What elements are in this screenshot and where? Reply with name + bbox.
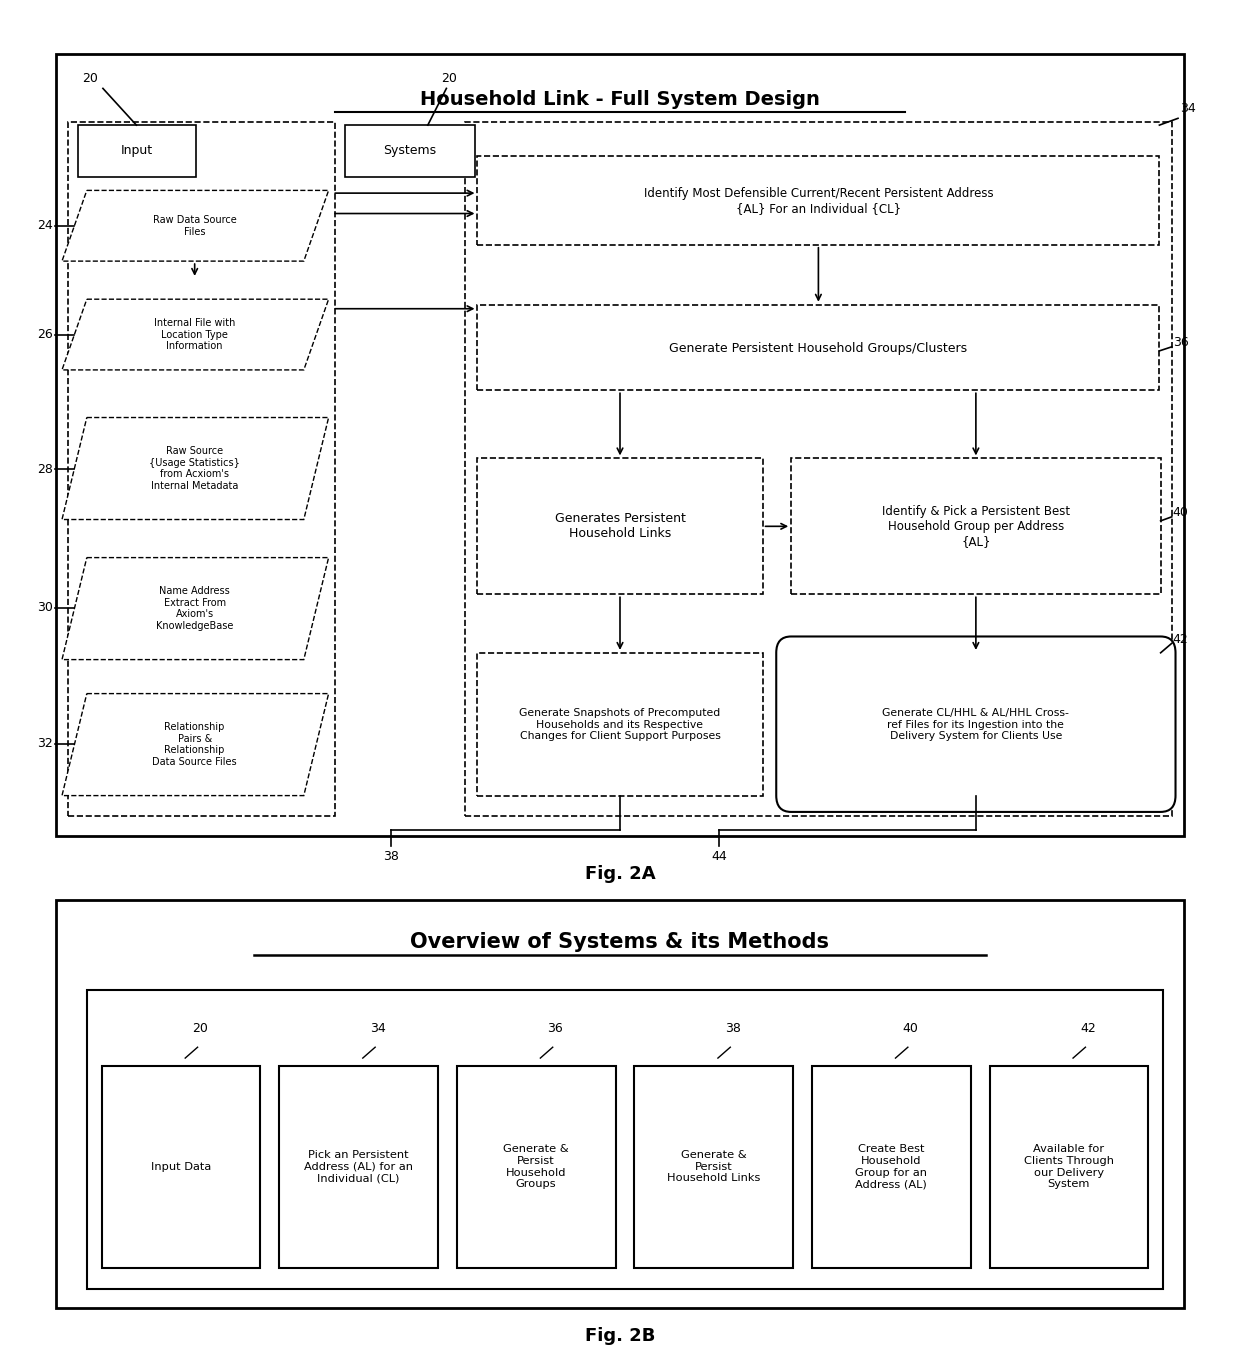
Text: 36: 36 xyxy=(1173,336,1188,350)
Text: Create Best
Household
Group for an
Address (AL): Create Best Household Group for an Addre… xyxy=(856,1145,928,1189)
FancyBboxPatch shape xyxy=(56,900,1184,1308)
Text: Fig. 2A: Fig. 2A xyxy=(585,865,655,884)
Text: 34: 34 xyxy=(370,1021,386,1035)
FancyBboxPatch shape xyxy=(635,1066,794,1268)
Text: Household Link - Full System Design: Household Link - Full System Design xyxy=(420,90,820,109)
Text: Identify & Pick a Persistent Best
Household Group per Address
{AL}: Identify & Pick a Persistent Best Househ… xyxy=(882,505,1070,548)
Text: 30: 30 xyxy=(37,601,52,615)
Text: 32: 32 xyxy=(37,737,52,751)
Text: Relationship
Pairs &
Relationship
Data Source Files: Relationship Pairs & Relationship Data S… xyxy=(153,722,237,767)
FancyBboxPatch shape xyxy=(477,458,763,594)
FancyBboxPatch shape xyxy=(465,122,1172,816)
Text: 20: 20 xyxy=(83,72,98,86)
Polygon shape xyxy=(62,558,329,660)
Text: Generate &
Persist
Household
Groups: Generate & Persist Household Groups xyxy=(503,1145,569,1189)
Text: 40: 40 xyxy=(903,1021,919,1035)
FancyBboxPatch shape xyxy=(477,305,1159,390)
FancyBboxPatch shape xyxy=(78,125,196,177)
Text: Pick an Persistent
Address (AL) for an
Individual (CL): Pick an Persistent Address (AL) for an I… xyxy=(304,1151,413,1183)
FancyBboxPatch shape xyxy=(345,125,475,177)
Text: Name Address
Extract From
Axiom's
KnowledgeBase: Name Address Extract From Axiom's Knowle… xyxy=(156,586,233,631)
Text: 42: 42 xyxy=(1080,1021,1096,1035)
Text: Raw Source
{Usage Statistics}
from Acxiom's
Internal Metadata: Raw Source {Usage Statistics} from Acxio… xyxy=(149,446,241,491)
FancyBboxPatch shape xyxy=(477,156,1159,245)
Text: Identify Most Defensible Current/Recent Persistent Address
{AL} For an Individua: Identify Most Defensible Current/Recent … xyxy=(644,188,993,215)
Text: Systems: Systems xyxy=(383,144,435,158)
Text: Generates Persistent
Household Links: Generates Persistent Household Links xyxy=(554,513,686,540)
FancyBboxPatch shape xyxy=(102,1066,260,1268)
Text: Fig. 2B: Fig. 2B xyxy=(585,1326,655,1345)
Polygon shape xyxy=(62,694,329,796)
Text: 44: 44 xyxy=(712,850,727,864)
Text: 34: 34 xyxy=(1180,102,1195,116)
Text: 20: 20 xyxy=(192,1021,208,1035)
FancyBboxPatch shape xyxy=(791,458,1161,594)
Text: 38: 38 xyxy=(725,1021,740,1035)
FancyBboxPatch shape xyxy=(56,54,1184,836)
FancyBboxPatch shape xyxy=(990,1066,1148,1268)
Polygon shape xyxy=(62,190,329,261)
Text: 28: 28 xyxy=(37,462,52,476)
Text: 24: 24 xyxy=(37,219,52,233)
Text: Available for
Clients Through
our Delivery
System: Available for Clients Through our Delive… xyxy=(1024,1145,1114,1189)
Text: Generate Snapshots of Precomputed
Households and its Respective
Changes for Clie: Generate Snapshots of Precomputed Househ… xyxy=(520,709,720,741)
Text: 36: 36 xyxy=(547,1021,563,1035)
FancyBboxPatch shape xyxy=(87,990,1163,1289)
Text: Overview of Systems & its Methods: Overview of Systems & its Methods xyxy=(410,933,830,952)
Text: Input: Input xyxy=(120,144,153,158)
FancyBboxPatch shape xyxy=(776,636,1176,812)
FancyBboxPatch shape xyxy=(812,1066,971,1268)
FancyBboxPatch shape xyxy=(279,1066,438,1268)
Text: Generate CL/HHL & AL/HHL Cross-
ref Files for its Ingestion into the
Delivery Sy: Generate CL/HHL & AL/HHL Cross- ref File… xyxy=(883,709,1069,741)
Text: 38: 38 xyxy=(383,850,398,864)
Text: Internal File with
Location Type
Information: Internal File with Location Type Informa… xyxy=(154,318,236,351)
Text: 20: 20 xyxy=(441,72,456,86)
Text: Generate &
Persist
Household Links: Generate & Persist Household Links xyxy=(667,1151,760,1183)
Text: 42: 42 xyxy=(1173,632,1188,646)
Text: Raw Data Source
Files: Raw Data Source Files xyxy=(153,215,237,237)
FancyBboxPatch shape xyxy=(68,122,335,816)
Text: 26: 26 xyxy=(37,328,52,341)
Polygon shape xyxy=(62,299,329,370)
Text: Generate Persistent Household Groups/Clusters: Generate Persistent Household Groups/Clu… xyxy=(670,341,967,355)
FancyBboxPatch shape xyxy=(477,653,763,796)
Text: Input Data: Input Data xyxy=(151,1161,211,1172)
Polygon shape xyxy=(62,418,329,520)
Text: 40: 40 xyxy=(1173,506,1188,520)
FancyBboxPatch shape xyxy=(456,1066,615,1268)
